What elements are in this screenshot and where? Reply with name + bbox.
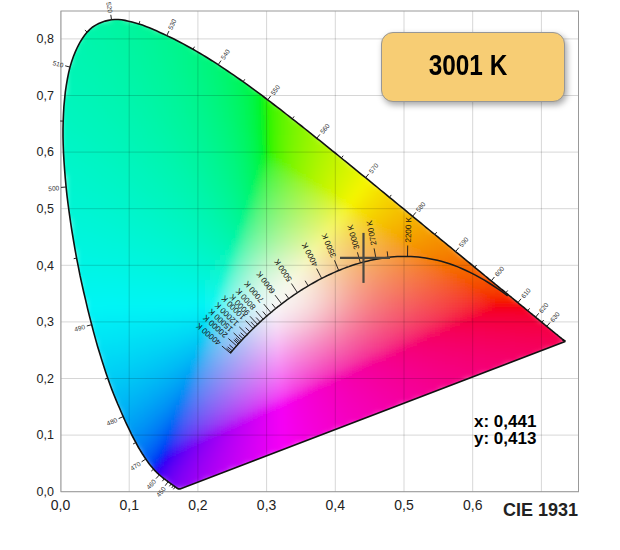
svg-text:0,2: 0,2 [188, 497, 208, 513]
svg-text:0,3: 0,3 [37, 315, 54, 329]
svg-text:0,5: 0,5 [394, 497, 414, 513]
svg-text:500: 500 [48, 184, 60, 192]
svg-text:2200 K: 2200 K [404, 216, 414, 242]
svg-text:0,4: 0,4 [37, 259, 54, 273]
svg-text:0,4: 0,4 [326, 497, 346, 513]
svg-text:0,8: 0,8 [37, 32, 54, 46]
svg-text:0,5: 0,5 [37, 202, 54, 216]
svg-text:0,1: 0,1 [119, 497, 139, 513]
svg-text:0,7: 0,7 [37, 89, 54, 103]
svg-text:0,6: 0,6 [463, 497, 483, 513]
svg-text:0,2: 0,2 [37, 372, 54, 386]
svg-text:0,0: 0,0 [51, 497, 71, 513]
svg-text:0,3: 0,3 [257, 497, 277, 513]
svg-text:0,1: 0,1 [37, 428, 54, 442]
svg-text:0,6: 0,6 [37, 145, 54, 159]
